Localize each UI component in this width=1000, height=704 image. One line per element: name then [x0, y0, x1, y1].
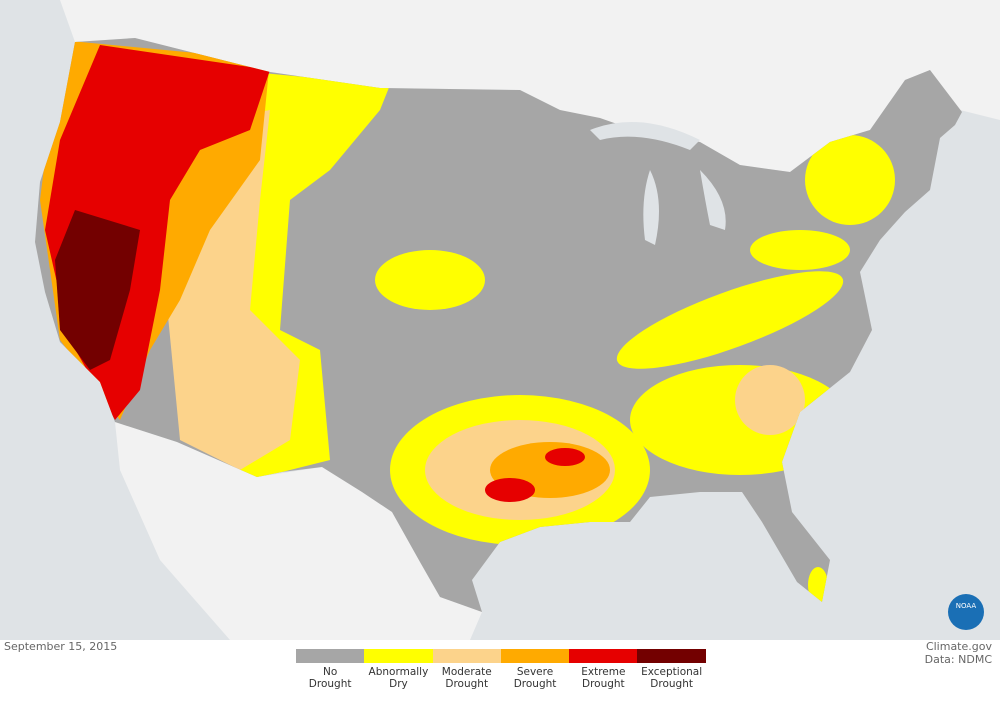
canada [0, 0, 1000, 172]
legend-swatch [432, 649, 501, 663]
region [55, 210, 140, 370]
legend-label: No Drought [308, 666, 352, 690]
legend-item: Extreme Drought [569, 649, 638, 690]
legend-label-line: Drought [513, 677, 557, 690]
noaa-logo [948, 594, 984, 630]
legend-label-line: No [323, 666, 338, 678]
legend-item: Moderate Drought [432, 649, 501, 690]
region [808, 567, 828, 603]
legend-swatch [500, 649, 570, 663]
legend-swatch [364, 649, 433, 663]
credit-data: Data: NDMC [924, 653, 992, 666]
legend-label-line: Dry [389, 677, 408, 690]
legend-item: Exceptional Drought [637, 649, 706, 690]
drought-map: NOAA [0, 0, 1000, 640]
legend-label-line: Extreme [581, 666, 626, 678]
legend-label: Extreme Drought [581, 666, 626, 690]
credit-source: Climate.gov [925, 640, 992, 653]
legend-label: Severe Drought [513, 666, 557, 690]
legend-label-line: Drought [445, 677, 489, 690]
legend-label: Moderate Drought [441, 666, 492, 690]
region [750, 230, 850, 270]
legend-label-line: Exceptional [641, 666, 703, 678]
legend-item: No Drought [296, 649, 365, 690]
legend: No Drought Abnormally Dry Moderate Drought Sev… [296, 649, 706, 690]
legend-swatch [637, 649, 706, 663]
great-lakes [590, 122, 726, 245]
legend-label: Abnormally Dry [368, 666, 429, 690]
region [485, 478, 535, 502]
legend-item: Abnormally Dry [364, 649, 433, 690]
legend-label-line: Drought [308, 677, 352, 690]
region [545, 448, 585, 466]
legend-item: Severe Drought [500, 649, 570, 690]
legend-swatch [569, 649, 638, 663]
legend-label-line: Moderate [441, 666, 492, 678]
logo-text: NOAA [956, 602, 977, 610]
legend-label-line: Abnormally [368, 666, 429, 678]
legend-swatch [296, 649, 365, 663]
date: September 15, 2015 [4, 640, 118, 653]
legend-label-line: Severe [516, 666, 554, 678]
legend-label: Exceptional Drought [641, 666, 703, 690]
legend-label-line: Drought [650, 677, 693, 690]
region [616, 271, 844, 369]
region [375, 250, 485, 310]
mexico [115, 422, 482, 640]
legend-label-line: Drought [581, 677, 625, 690]
region [805, 135, 895, 225]
region [735, 365, 805, 435]
